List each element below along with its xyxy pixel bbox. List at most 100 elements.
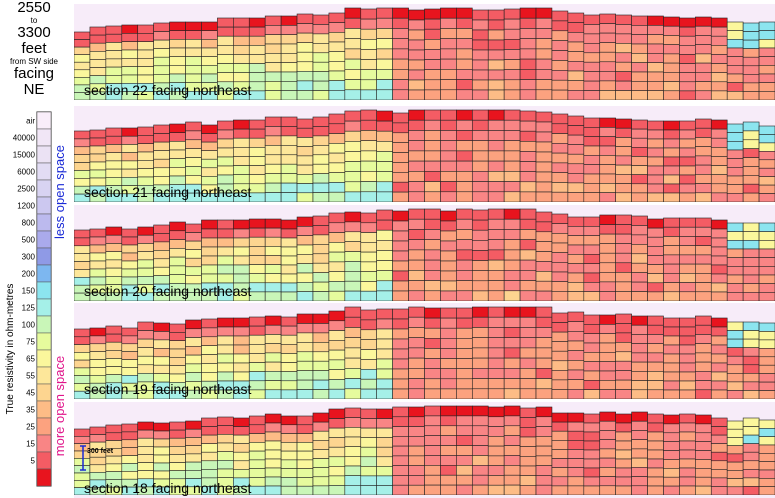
heatmap-cell [535,191,553,202]
heatmap-cell [280,62,298,73]
heatmap-cell [679,449,696,460]
heatmap-cell [567,226,585,236]
heatmap-cell [312,272,330,283]
heatmap-cell [631,380,648,391]
heatmap-cell [631,291,648,301]
heatmap-cell [296,80,314,91]
heatmap-cell [376,141,393,152]
heatmap-cell [201,228,218,239]
heatmap-cell [456,38,473,50]
heatmap-cell [233,237,250,248]
heatmap-cell [264,34,282,45]
heatmap-cell [647,34,664,45]
heatmap-cell [647,458,664,469]
section-22-panel: section 22 facing northeast [74,4,775,100]
heatmap-cell [567,476,585,487]
heatmap-cell [296,61,314,72]
heatmap-cell [551,476,569,487]
heatmap-cell [456,17,473,29]
heatmap-cell [360,18,377,30]
heatmap-cell [726,420,744,430]
heatmap-cell [280,173,298,184]
heatmap-cell [392,250,409,262]
heatmap-cell [487,49,505,61]
heatmap-cell [217,174,234,185]
heatmap-cell [264,154,282,165]
heatmap-cell [631,156,648,166]
heatmap-cell [280,468,298,478]
heatmap-cell [344,79,362,91]
heatmap-cell [201,443,218,453]
heatmap-cell [471,49,489,61]
heatmap-cell [328,466,346,477]
heatmap-cell [264,422,282,433]
heatmap-cell [503,150,521,162]
heatmap-cell [344,7,362,19]
heatmap-cell [376,7,393,19]
heatmap-cell [647,352,664,363]
heatmap-cell [328,446,346,458]
heatmap-cell [137,454,154,463]
heatmap-cell [233,54,250,64]
heatmap-cell [583,440,601,451]
heatmap-cell [312,389,330,399]
heatmap-cell [360,222,377,233]
heatmap-cell [344,271,362,282]
heatmap-cell [567,282,585,292]
heatmap-cell [742,355,760,366]
heatmap-cell [424,239,441,251]
heatmap-cell [710,128,728,139]
heatmap-cell [663,263,680,274]
heatmap-cell [631,389,648,399]
heatmap-cell [360,485,377,495]
heatmap-cell [248,424,266,434]
heatmap-cell [344,110,362,122]
heatmap-cell [280,282,298,293]
heatmap-cell [121,260,139,270]
heatmap-cell [519,191,537,202]
heatmap-cell [599,352,616,362]
heatmap-cell [440,338,457,349]
heatmap-cell [695,380,712,391]
heatmap-cell [567,192,585,202]
heatmap-cell [647,431,664,442]
heatmap-cell [583,314,601,325]
heatmap-cell [248,72,266,83]
heatmap-cell [567,350,585,361]
heatmap-cell [535,271,553,282]
heatmap-cell [551,331,569,342]
heatmap-cell [551,262,569,273]
legend-swatch [36,298,52,317]
heatmap-cell [615,476,632,487]
heatmap-cell [185,148,202,158]
heatmap-cell [456,358,473,369]
heatmap-cell [535,306,553,318]
heatmap-cell [89,367,107,376]
heatmap-cell [710,282,728,293]
heatmap-cell [201,318,218,329]
heatmap-cell [456,307,473,319]
heatmap-cell [296,477,314,487]
heatmap-cell [471,191,489,202]
legend-swatch [36,281,52,300]
heatmap-cell [121,359,139,368]
heatmap-cell [456,290,473,301]
heatmap-cell [408,229,425,240]
heatmap-cell [296,244,314,255]
heatmap-cell [471,425,489,436]
heatmap-cell [679,90,696,100]
heatmap-cell [392,152,409,163]
heatmap-cell [519,446,537,457]
heatmap-cell [233,469,250,479]
heatmap-cell [551,389,569,399]
heatmap-cell [647,120,664,131]
heatmap-cell [679,147,696,158]
heatmap-cell [312,440,330,450]
heatmap-cell [583,90,601,100]
heatmap-cell [726,453,744,463]
heatmap-cell [710,90,728,100]
heatmap-cell [615,183,632,194]
heatmap-cell [742,381,760,391]
heatmap-cell [233,63,250,73]
heatmap-cell [583,61,601,72]
